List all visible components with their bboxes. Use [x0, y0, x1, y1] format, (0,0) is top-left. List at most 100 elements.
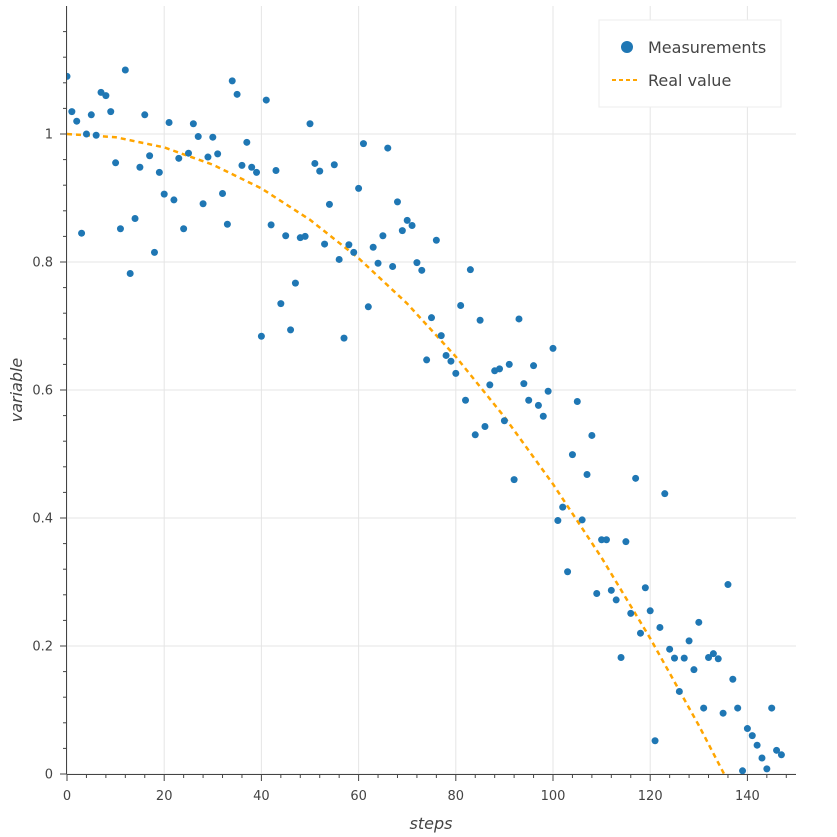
- measurement-point: [112, 159, 120, 167]
- measurement-point: [748, 732, 756, 740]
- measurement-point: [102, 92, 110, 100]
- measurement-point: [413, 259, 421, 267]
- measurement-point: [763, 765, 771, 773]
- measurement-point: [403, 216, 411, 224]
- y-axis-title: variable: [7, 358, 26, 423]
- measurement-point: [530, 362, 538, 370]
- measurement-point: [116, 225, 124, 233]
- measurement-point: [476, 316, 484, 324]
- measurement-point: [131, 214, 139, 222]
- measurement-point: [340, 334, 348, 342]
- measurement-point: [612, 596, 620, 604]
- measurement-point: [233, 90, 241, 98]
- measurement-point: [219, 190, 227, 198]
- axes: [60, 6, 796, 781]
- measurement-point: [758, 754, 766, 762]
- measurement-point: [675, 687, 683, 695]
- measurement-point: [170, 196, 178, 204]
- measurement-point: [82, 130, 90, 138]
- measurement-point: [121, 66, 129, 74]
- measurement-point: [189, 120, 197, 128]
- measurement-point: [753, 741, 761, 749]
- measurement-point: [564, 568, 572, 576]
- measurement-point: [175, 154, 183, 162]
- measurement-point: [777, 751, 785, 759]
- measurement-point: [515, 315, 523, 323]
- measurement-point: [301, 232, 309, 240]
- measurement-point: [447, 357, 455, 365]
- measurement-point: [194, 133, 202, 141]
- measurement-point: [568, 451, 576, 459]
- measurement-point: [462, 396, 470, 404]
- measurement-point: [243, 138, 251, 146]
- measurement-point: [389, 262, 397, 270]
- measurement-point: [78, 229, 86, 237]
- x-tick-label: 80: [448, 789, 465, 804]
- measurement-point: [651, 737, 659, 745]
- measurement-point: [627, 609, 635, 617]
- measurement-point: [583, 470, 591, 478]
- x-tick-label: 20: [156, 789, 173, 804]
- measurement-point: [180, 225, 188, 233]
- y-tick-label: 0: [45, 768, 53, 783]
- measurement-point: [471, 431, 479, 439]
- measurement-point: [695, 618, 703, 626]
- measurement-point: [107, 108, 115, 116]
- measurement-point: [345, 241, 353, 249]
- x-tick-label: 60: [350, 789, 367, 804]
- measurement-point: [773, 746, 781, 754]
- measurement-point: [359, 140, 367, 148]
- measurement-point: [724, 581, 732, 589]
- measurement-point: [544, 387, 552, 395]
- measurement-point: [598, 536, 606, 544]
- measurement-point: [700, 704, 708, 712]
- measurement-point: [661, 490, 669, 498]
- x-tick-label: 0: [63, 789, 71, 804]
- measurement-point: [384, 144, 392, 152]
- measurement-point: [272, 166, 280, 174]
- measurement-point: [321, 240, 329, 248]
- measurement-point: [214, 150, 222, 158]
- measurement-point: [155, 168, 163, 176]
- measurement-point: [325, 200, 333, 208]
- measurement-point: [374, 259, 382, 267]
- x-axis-title: steps: [410, 814, 453, 833]
- measurement-point: [248, 163, 256, 171]
- measurement-point: [141, 111, 149, 119]
- measurement-point: [680, 654, 688, 662]
- measurement-point: [267, 221, 275, 229]
- measurement-point: [185, 149, 192, 157]
- measurement-point: [68, 108, 76, 116]
- real-value-line: [67, 132, 726, 774]
- measurement-point: [311, 159, 319, 167]
- legend-measurements-label: Measurements: [648, 38, 766, 57]
- x-tick-label: 120: [638, 789, 663, 804]
- measurement-point: [539, 412, 547, 420]
- measurement-point: [705, 654, 713, 662]
- x-tick-label: 40: [253, 789, 270, 804]
- measurement-point: [622, 538, 630, 546]
- measurement-point: [607, 586, 615, 594]
- measurement-point: [632, 474, 640, 482]
- y-tick-label: 0.2: [32, 640, 53, 655]
- measurement-point: [520, 380, 528, 388]
- measurement-point: [432, 236, 440, 244]
- measurement-point: [428, 314, 435, 322]
- measurement-point: [641, 584, 649, 592]
- y-tick-label: 0.6: [32, 384, 53, 399]
- measurement-points-layer: [67, 66, 785, 774]
- measurement-point: [73, 117, 81, 125]
- x-tick-label: 140: [735, 789, 760, 804]
- legend: Measurements Real value: [598, 19, 782, 108]
- measurement-point: [768, 704, 776, 712]
- measurement-point: [393, 198, 401, 206]
- measurement-point: [666, 645, 674, 653]
- measurement-point: [646, 607, 654, 615]
- legend-real-value-label: Real value: [648, 71, 731, 90]
- measurement-point: [714, 655, 722, 663]
- measurement-point: [228, 77, 236, 85]
- measurement-point: [223, 220, 231, 228]
- measurement-point: [364, 303, 372, 311]
- measurement-point: [602, 536, 610, 544]
